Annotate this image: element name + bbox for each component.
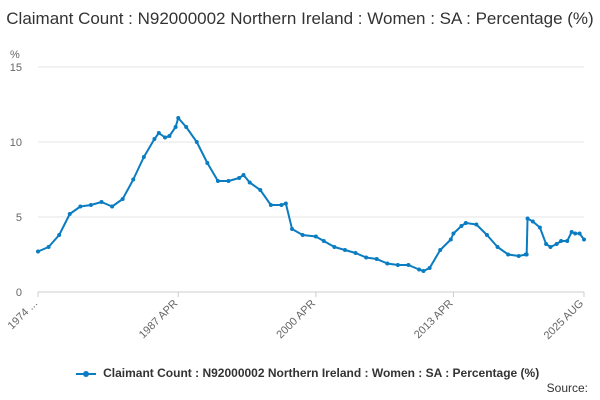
y-tick-label: 0 bbox=[16, 287, 22, 299]
x-tick-label: 2013 APR bbox=[412, 298, 456, 342]
data-point[interactable] bbox=[313, 234, 318, 239]
data-point[interactable] bbox=[99, 200, 104, 204]
legend-line-marker-icon bbox=[75, 369, 96, 379]
legend[interactable]: Claimant Count : N92000002 Northern Irel… bbox=[20, 366, 595, 380]
data-point[interactable] bbox=[176, 116, 181, 120]
data-point[interactable] bbox=[163, 135, 168, 140]
data-point[interactable] bbox=[559, 239, 564, 243]
x-tick-label: 2025 AUG bbox=[542, 298, 586, 342]
data-point[interactable] bbox=[241, 173, 246, 177]
data-point[interactable] bbox=[131, 177, 136, 182]
data-point[interactable] bbox=[194, 140, 199, 144]
data-point[interactable] bbox=[57, 233, 62, 237]
data-point[interactable] bbox=[36, 249, 40, 254]
data-point[interactable] bbox=[184, 125, 189, 129]
data-point[interactable] bbox=[67, 212, 72, 216]
data-point[interactable] bbox=[463, 221, 468, 225]
data-point[interactable] bbox=[537, 225, 542, 230]
chart-title: Claimant Count : N92000002 Northern Irel… bbox=[6, 9, 594, 28]
series-line bbox=[37, 117, 585, 272]
data-point[interactable] bbox=[406, 263, 411, 267]
data-point[interactable] bbox=[417, 267, 422, 272]
data-point[interactable] bbox=[525, 216, 530, 221]
data-point[interactable] bbox=[152, 137, 157, 141]
data-point[interactable] bbox=[554, 242, 559, 246]
x-tick-label: 2000 APR bbox=[274, 298, 318, 342]
data-point[interactable] bbox=[484, 233, 489, 237]
data-point[interactable] bbox=[495, 245, 500, 249]
data-point[interactable] bbox=[226, 179, 231, 183]
data-point[interactable] bbox=[120, 197, 125, 201]
data-point[interactable] bbox=[247, 180, 252, 185]
data-point[interactable] bbox=[544, 242, 549, 246]
data-point[interactable] bbox=[565, 239, 570, 243]
data-point[interactable] bbox=[78, 204, 83, 209]
data-point[interactable] bbox=[385, 261, 390, 266]
legend-item-label: Claimant Count : N92000002 Northern Irel… bbox=[103, 366, 540, 380]
data-point[interactable] bbox=[283, 201, 288, 206]
data-point[interactable] bbox=[258, 188, 263, 192]
data-point[interactable] bbox=[421, 269, 426, 273]
data-point[interactable] bbox=[156, 131, 161, 135]
data-point[interactable] bbox=[237, 176, 242, 180]
data-point[interactable] bbox=[332, 245, 337, 249]
data-point[interactable] bbox=[205, 161, 210, 165]
data-point[interactable] bbox=[342, 248, 347, 252]
axis-layer: 0 5 10 15 1974 ... 1987 APR 2000 APR 2013 APR 20… bbox=[6, 62, 586, 342]
data-point[interactable] bbox=[300, 233, 305, 237]
data-point[interactable] bbox=[215, 179, 220, 183]
data-point[interactable] bbox=[530, 219, 535, 224]
data-point[interactable] bbox=[451, 231, 456, 236]
grid-layer bbox=[38, 66, 584, 293]
data-point[interactable] bbox=[279, 203, 284, 207]
series-layer bbox=[36, 116, 586, 273]
y-tick-label: 5 bbox=[16, 212, 22, 224]
data-point[interactable] bbox=[353, 251, 358, 255]
source-label: Source: bbox=[546, 381, 588, 395]
data-point[interactable] bbox=[110, 204, 115, 209]
data-point[interactable] bbox=[448, 237, 453, 242]
data-point[interactable] bbox=[548, 245, 553, 249]
y-tick-label: 15 bbox=[10, 62, 22, 74]
data-point[interactable] bbox=[577, 231, 582, 236]
data-point[interactable] bbox=[516, 254, 521, 258]
data-point[interactable] bbox=[427, 266, 432, 270]
data-point[interactable] bbox=[141, 155, 146, 159]
data-point[interactable] bbox=[474, 222, 479, 227]
data-point[interactable] bbox=[569, 230, 574, 234]
data-point[interactable] bbox=[321, 239, 326, 243]
data-point[interactable] bbox=[290, 227, 295, 231]
data-point[interactable] bbox=[395, 263, 400, 267]
data-point[interactable] bbox=[438, 248, 443, 252]
y-axis-label: % bbox=[10, 49, 20, 61]
data-point[interactable] bbox=[524, 252, 529, 257]
x-tick-label: 1987 APR bbox=[137, 298, 181, 342]
data-point[interactable] bbox=[582, 237, 586, 242]
data-point[interactable] bbox=[88, 203, 93, 207]
data-point[interactable] bbox=[374, 257, 379, 261]
data-point[interactable] bbox=[573, 231, 578, 236]
data-point[interactable] bbox=[46, 245, 51, 249]
data-point[interactable] bbox=[364, 255, 369, 260]
data-point[interactable] bbox=[167, 134, 172, 138]
data-point[interactable] bbox=[173, 125, 178, 129]
data-point[interactable] bbox=[506, 252, 511, 257]
y-tick-label: 10 bbox=[10, 137, 22, 149]
data-point[interactable] bbox=[459, 224, 464, 228]
x-tick-label: 1974 ... bbox=[6, 298, 40, 332]
data-point[interactable] bbox=[268, 203, 273, 207]
